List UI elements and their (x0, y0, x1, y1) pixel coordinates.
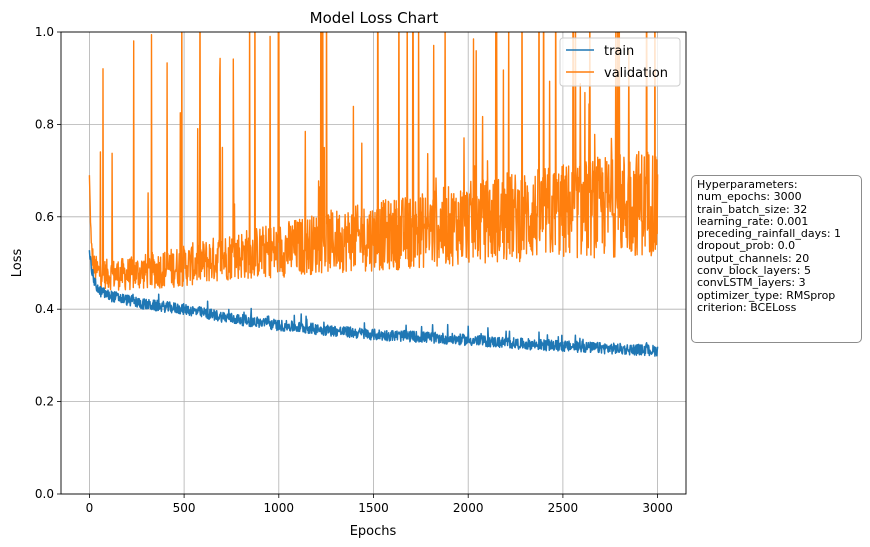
hp-num-epochs: num_epochs: 3000 (697, 190, 802, 204)
hp-output-channels: output_channels: 20 (697, 251, 810, 265)
chart-title: Model Loss Chart (310, 9, 439, 27)
x-tick-label: 1500 (358, 501, 389, 515)
hyperparameters-box: Hyperparameters: num_epochs: 3000 train_… (691, 175, 862, 343)
series-line-validation (88, 32, 659, 291)
legend-train-label: train (604, 44, 634, 59)
series-line-train (88, 250, 659, 357)
plot-area (88, 32, 659, 357)
y-tick-label: 1.0 (35, 25, 54, 39)
hp-dropout-prob: dropout_prob: 0.0 (697, 239, 796, 253)
y-axis-label: Loss (10, 249, 25, 278)
x-tick-label: 0 (86, 501, 94, 515)
x-tick-label: 500 (173, 501, 196, 515)
y-axis-ticks: 0.0 0.2 0.4 0.6 0.8 1.0 (35, 25, 61, 501)
hp-learning-rate: learning_rate: 0.001 (697, 214, 809, 228)
x-tick-label: 2500 (548, 501, 579, 515)
legend: train validation (559, 37, 681, 87)
hp-convlstm-layers: convLSTM_layers: 3 (697, 276, 806, 290)
x-tick-label: 2000 (453, 501, 484, 515)
y-tick-label: 0.0 (35, 487, 54, 501)
hp-optimizer-type: optimizer_type: RMSprop (697, 288, 836, 302)
hp-conv-block-layers: conv_block_layers: 5 (697, 264, 811, 278)
y-tick-label: 0.6 (35, 210, 54, 224)
hp-train-batch-size: train_batch_size: 32 (697, 202, 808, 216)
hp-preceding-rainfall-days: preceding_rainfall_days: 1 (697, 227, 842, 241)
x-axis-label: Epochs (350, 524, 397, 539)
x-axis-ticks: 0 500 1000 1500 2000 2500 3000 (86, 494, 673, 515)
legend-validation-label: validation (604, 66, 668, 81)
x-tick-label: 1000 (264, 501, 295, 515)
x-tick-label: 3000 (642, 501, 673, 515)
y-tick-label: 0.8 (35, 117, 54, 131)
y-tick-label: 0.2 (35, 395, 54, 409)
hp-criterion: criterion: BCELoss (697, 300, 797, 314)
hp-title: Hyperparameters: (697, 178, 798, 191)
y-tick-label: 0.4 (35, 302, 54, 316)
